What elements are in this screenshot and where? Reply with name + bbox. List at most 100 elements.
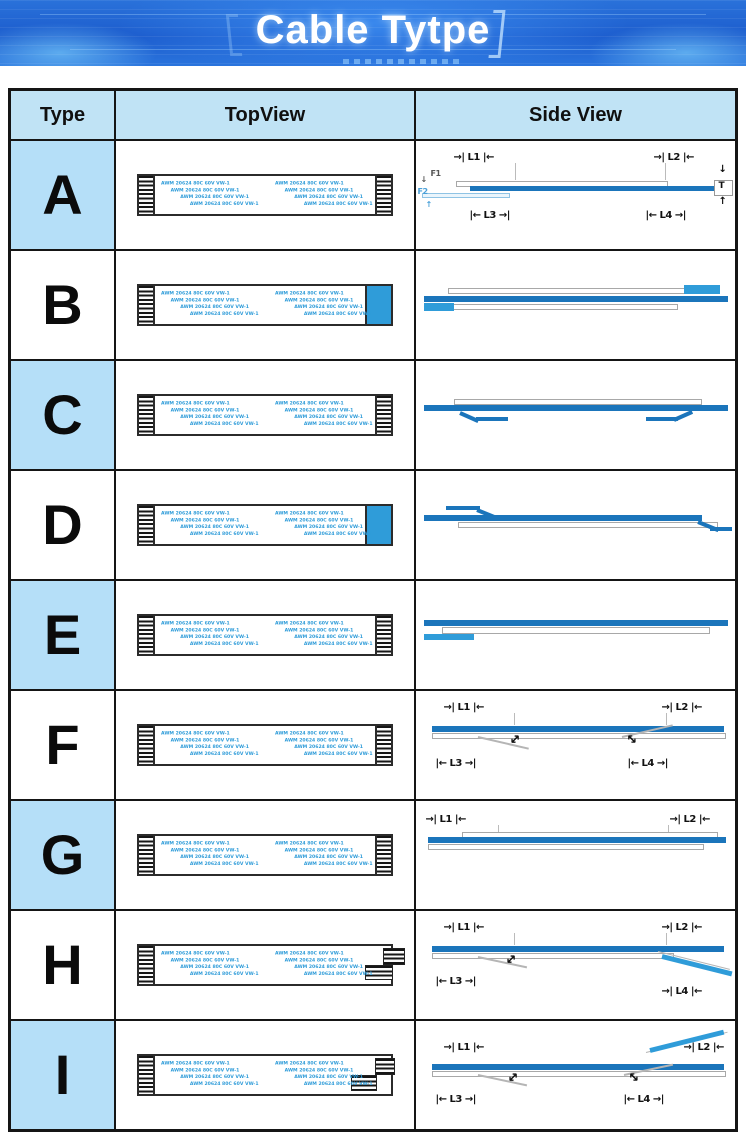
connector-hatch xyxy=(139,836,155,874)
blue-block xyxy=(423,303,454,311)
dim-label: →| L1 |← xyxy=(425,814,467,825)
type-cell: F xyxy=(11,689,114,799)
connector-hatch xyxy=(139,286,155,324)
film-layer xyxy=(447,288,700,294)
page-title: Cable Tytpe xyxy=(255,8,491,52)
dim-label: |← L4 →| xyxy=(627,758,669,769)
side-view-f: →| L1 |← →| L2 |← ↔ ↔ |← L3 →| |← L4 →| xyxy=(418,700,734,790)
header-row: Type TopView Side View xyxy=(11,91,735,139)
cable-side-profile xyxy=(431,726,724,732)
dim-label: →| L2 |← xyxy=(683,1042,725,1053)
cable-side-profile xyxy=(427,837,726,843)
thickness-box xyxy=(713,180,733,196)
type-letter: F xyxy=(45,713,80,776)
cable-marking: AWM 20624 80C 60V VW-1 AWM 20624 80C 60V… xyxy=(275,730,373,757)
cable-topview: AWM 20624 80C 60V VW-1 AWM 20624 80C 60V… xyxy=(137,724,393,766)
cable-marking: AWM 20624 80C 60V VW-1 AWM 20624 80C 60V… xyxy=(275,510,373,537)
cable-side-profile xyxy=(423,405,728,411)
cable-marking: AWM 20624 80C 60V VW-1 AWM 20624 80C 60V… xyxy=(275,950,373,977)
cable-marking: AWM 20624 80C 60V VW-1 AWM 20624 80C 60V… xyxy=(161,950,259,977)
type-letter: D xyxy=(42,493,83,556)
connector-stiffener xyxy=(365,286,391,324)
connector-hatch xyxy=(375,176,391,214)
cable-topview: AWM 20624 80C 60V VW-1 AWM 20624 80C 60V… xyxy=(137,614,393,656)
type-letter: G xyxy=(40,823,85,886)
guide-line xyxy=(665,713,667,725)
side-view-i: →| L1 |← →| L2 |← ↔ ↔ |← L3 →| |← L4 →| xyxy=(418,1029,734,1120)
topview-cell: AWM 20624 80C 60V VW-1 AWM 20624 80C 60V… xyxy=(114,249,414,359)
side-view-c xyxy=(418,370,734,460)
dim-label: →| L1 |← xyxy=(453,152,495,163)
table-row: G AWM 20624 80C 60V VW-1 AWM 20624 80C 6… xyxy=(11,799,735,909)
topview-cell: AWM 20624 80C 60V VW-1 AWM 20624 80C 60V… xyxy=(114,799,414,909)
film-layer xyxy=(431,733,726,739)
film-layer xyxy=(457,522,718,528)
sideview-cell: →| L1 |← →| L2 |← F1 ↓ F2 ↑ ↓ T ↑ |← L3 … xyxy=(414,139,735,249)
type-letter: I xyxy=(54,1043,71,1106)
cable-marking: AWM 20624 80C 60V VW-1 AWM 20624 80C 60V… xyxy=(161,510,259,537)
cable-marking: AWM 20624 80C 60V VW-1 AWM 20624 80C 60V… xyxy=(161,290,259,317)
dim-label: →| L1 |← xyxy=(443,922,485,933)
cable-side-profile xyxy=(431,946,724,952)
table-row: F AWM 20624 80C 60V VW-1 AWM 20624 80C 6… xyxy=(11,689,735,799)
dim-label: |← L3 →| xyxy=(435,758,477,769)
cable-marking: AWM 20624 80C 60V VW-1 AWM 20624 80C 60V… xyxy=(275,180,373,207)
side-view-d xyxy=(418,480,734,570)
dim-label: T xyxy=(718,181,725,191)
cable-topview: AWM 20624 80C 60V VW-1 AWM 20624 80C 60V… xyxy=(137,284,393,326)
type-cell: B xyxy=(11,249,114,359)
dim-label: |← L3 →| xyxy=(435,1094,477,1105)
cable-side-profile xyxy=(423,515,702,521)
header-type: Type xyxy=(11,91,114,139)
cable-marking: AWM 20624 80C 60V VW-1 AWM 20624 80C 60V… xyxy=(161,730,259,757)
dim-label: |← L4 →| xyxy=(645,210,687,221)
film-layer xyxy=(421,193,510,198)
connector-hatch xyxy=(375,1058,395,1075)
header-topview: TopView xyxy=(114,91,414,139)
type-letter: E xyxy=(43,603,82,666)
connector-hatch xyxy=(139,396,155,434)
dim-label: F2 xyxy=(417,187,429,196)
dim-label: →| L4 |← xyxy=(661,986,703,997)
cable-marking: AWM 20624 80C 60V VW-1 AWM 20624 80C 60V… xyxy=(161,840,259,867)
connector-hatch xyxy=(375,726,391,764)
connector-hatch xyxy=(383,948,405,965)
table-row: B AWM 20624 80C 60V VW-1 AWM 20624 80C 6… xyxy=(11,249,735,359)
table-row: H AWM 20624 80C 60V VW-1 AWM 20624 80C 6… xyxy=(11,909,735,1019)
sideview-cell: →| L1 |← →| L2 |← ↔ ↔ |← L3 →| |← L4 →| xyxy=(414,689,735,799)
cable-topview: AWM 20624 80C 60V VW-1 AWM 20624 80C 60V… xyxy=(137,504,393,546)
cable-marking: AWM 20624 80C 60V VW-1 AWM 20624 80C 60V… xyxy=(275,1060,373,1087)
cable-topview: AWM 20624 80C 60V VW-1 AWM 20624 80C 60V… xyxy=(137,394,393,436)
step-segment xyxy=(645,417,678,421)
cable-topview: AWM 20624 80C 60V VW-1 AWM 20624 80C 60V… xyxy=(137,834,393,876)
sideview-cell: →| L1 |← →| L2 |← ↔ |← L3 →| →| L4 |← xyxy=(414,909,735,1019)
film-layer xyxy=(441,627,710,634)
film-layer xyxy=(431,953,674,959)
cable-topview: AWM 20624 80C 60V VW-1 AWM 20624 80C 60V… xyxy=(137,944,405,986)
cable-side-profile xyxy=(431,1064,724,1070)
cable-side-profile xyxy=(423,296,728,302)
cable-side-profile xyxy=(469,186,716,191)
table-row: C AWM 20624 80C 60V VW-1 AWM 20624 80C 6… xyxy=(11,359,735,469)
connector-hatch xyxy=(351,1075,377,1091)
dim-label: |← L3 →| xyxy=(469,210,511,221)
cable-marking: AWM 20624 80C 60V VW-1 AWM 20624 80C 60V… xyxy=(161,180,259,207)
guide-line xyxy=(667,825,669,834)
banner: Cable Tytpe xyxy=(0,0,746,66)
type-cell: G xyxy=(11,799,114,909)
cable-marking: AWM 20624 80C 60V VW-1 AWM 20624 80C 60V… xyxy=(161,1060,259,1087)
connector-hatch xyxy=(139,726,155,764)
cable-topview: AWM 20624 80C 60V VW-1 AWM 20624 80C 60V… xyxy=(137,174,393,216)
cable-topview: AWM 20624 80C 60V VW-1 AWM 20624 80C 60V… xyxy=(137,1054,395,1096)
dim-label: |← L4 →| xyxy=(623,1094,665,1105)
guide-line xyxy=(497,825,499,834)
cable-marking: AWM 20624 80C 60V VW-1 AWM 20624 80C 60V… xyxy=(275,400,373,427)
dim-label: →| L2 |← xyxy=(653,152,695,163)
dim-label: →| L2 |← xyxy=(661,702,703,713)
connector-hatch xyxy=(375,836,391,874)
blue-block xyxy=(683,285,720,294)
type-letter: C xyxy=(42,383,83,446)
side-view-g: →| L1 |← →| L2 |← xyxy=(418,810,734,900)
dim-label: →| L2 |← xyxy=(669,814,711,825)
